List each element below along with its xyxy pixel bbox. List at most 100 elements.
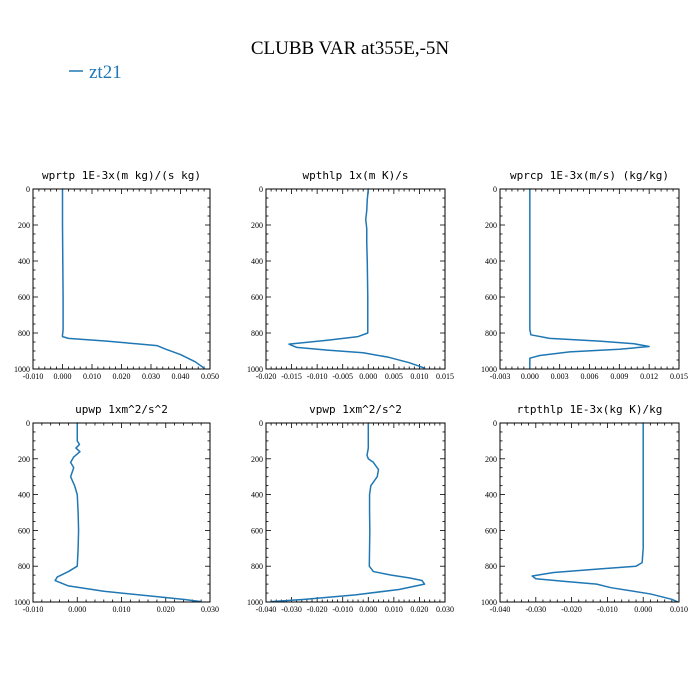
y-tick-label: 600	[18, 526, 30, 535]
chart-panel-4: upwp 1xm^2/s^2 -0.010 0.000 0.010 0.020 0.030…	[14, 403, 219, 614]
plot-frame	[32, 422, 211, 603]
plot-frame	[499, 188, 680, 370]
x-tick-label: 0.020	[113, 372, 131, 381]
x-tick-label: -0.010	[307, 372, 328, 381]
plot-frame	[32, 188, 211, 370]
x-tick-label: 0.020	[410, 605, 428, 614]
x-tick-label: -0.020	[561, 605, 582, 614]
chart-panel-2: wpthlp 1x(m K)/s -0.020 -0.015 -0.010 -0.005…	[247, 169, 454, 381]
x-tick-label: 0.010	[113, 605, 131, 614]
y-tick-label: 0	[259, 185, 263, 194]
y-tick-label: 400	[18, 491, 30, 500]
x-tick-label: -0.010	[332, 605, 353, 614]
x-tick-label: -0.030	[525, 605, 546, 614]
plot-frame	[499, 422, 680, 603]
y-tick-label: 1000	[247, 365, 263, 374]
y-tick-label: 800	[251, 329, 263, 338]
x-tick-label: -0.010	[23, 372, 44, 381]
x-tick-label: -0.005	[332, 372, 353, 381]
y-tick-label: 400	[485, 257, 497, 266]
y-tick-label: 800	[251, 562, 263, 571]
x-tick-label: 0.010	[670, 605, 688, 614]
x-tick-label: 0.030	[201, 605, 219, 614]
y-tick-label: 600	[18, 293, 30, 302]
x-tick-label: 0.030	[142, 372, 160, 381]
y-tick-label: 200	[485, 455, 497, 464]
legend: zt21	[69, 62, 122, 83]
y-tick-label: 400	[18, 257, 30, 266]
x-tick-label: 0.015	[436, 372, 454, 381]
x-tick-label: 0.020	[157, 605, 175, 614]
y-tick-label: 0	[493, 185, 497, 194]
y-tick-label: 200	[251, 455, 263, 464]
y-tick-label: 1000	[247, 598, 263, 607]
x-tick-label: 0.000	[521, 372, 539, 381]
y-tick-label: 800	[18, 329, 30, 338]
x-tick-label: 0.009	[610, 372, 628, 381]
y-tick-label: 400	[251, 257, 263, 266]
x-tick-label: -0.030	[281, 605, 302, 614]
y-tick-label: 1000	[481, 365, 497, 374]
x-tick-label: 0.040	[172, 372, 190, 381]
x-tick-label: -0.015	[281, 372, 302, 381]
x-tick-label: 0.010	[385, 605, 403, 614]
x-tick-label: 0.000	[359, 372, 377, 381]
x-tick-label: 0.006	[581, 372, 599, 381]
series-line-zt21	[61, 188, 205, 369]
chart-panel-5: vpwp 1xm^2/s^2 -0.040 -0.030 -0.020 -0.010 0.…	[247, 403, 454, 614]
y-tick-label: 600	[485, 526, 497, 535]
y-tick-label: 800	[485, 329, 497, 338]
y-tick-label: 400	[485, 491, 497, 500]
chart-panel-3: wprcp 1E-3x(m/s) (kg/kg) -0.003 0.000 0.003…	[481, 169, 688, 381]
x-tick-label: 0.005	[385, 372, 403, 381]
legend-label-zt21: zt21	[89, 62, 122, 83]
chart-panel-6: rtpthlp 1E-3x(kg K)/kg -0.040 -0.030 -0.020…	[481, 403, 688, 614]
x-tick-label: 0.003	[551, 372, 569, 381]
series-line-zt21	[531, 422, 678, 603]
y-tick-label: 600	[251, 293, 263, 302]
y-tick-label: 800	[485, 562, 497, 571]
series-line-zt21	[270, 422, 426, 603]
x-tick-label: 0.030	[436, 605, 454, 614]
x-tick-label: 0.000	[54, 372, 72, 381]
y-tick-label: 800	[18, 562, 30, 571]
y-tick-label: 400	[251, 491, 263, 500]
x-tick-label: 0.000	[634, 605, 652, 614]
y-tick-label: 0	[259, 419, 263, 428]
plot-frame	[265, 422, 446, 603]
y-tick-label: 0	[493, 419, 497, 428]
x-tick-label: 0.000	[359, 605, 377, 614]
plot-frame	[265, 188, 446, 370]
panel-title: vpwp 1xm^2/s^2	[309, 403, 402, 416]
x-tick-label: -0.020	[307, 605, 328, 614]
x-tick-label: -0.020	[256, 372, 277, 381]
y-tick-label: 0	[26, 419, 30, 428]
x-tick-label: -0.010	[23, 605, 44, 614]
panel-title: wprcp 1E-3x(m/s) (kg/kg)	[510, 169, 669, 182]
panel-title: rtpthlp 1E-3x(kg K)/kg	[517, 403, 663, 416]
x-tick-label: 0.015	[670, 372, 688, 381]
y-tick-label: 1000	[14, 365, 30, 374]
x-tick-label: -0.003	[490, 372, 511, 381]
x-tick-label: 0.050	[201, 372, 219, 381]
x-tick-label: -0.040	[490, 605, 511, 614]
x-tick-label: 0.010	[410, 372, 428, 381]
y-tick-label: 600	[485, 293, 497, 302]
y-tick-label: 1000	[14, 598, 30, 607]
y-tick-label: 200	[18, 455, 30, 464]
panel-title: upwp 1xm^2/s^2	[75, 403, 168, 416]
series-line-zt21	[288, 188, 426, 369]
y-tick-label: 200	[18, 221, 30, 230]
panel-title: wpthlp 1x(m K)/s	[303, 169, 409, 182]
series-line-zt21	[529, 188, 650, 369]
y-tick-label: 1000	[481, 598, 497, 607]
y-tick-label: 200	[485, 221, 497, 230]
x-tick-label: 0.012	[640, 372, 658, 381]
x-tick-label: 0.010	[83, 372, 101, 381]
y-tick-label: 200	[251, 221, 263, 230]
series-line-zt21	[54, 422, 202, 603]
x-tick-label: -0.010	[597, 605, 618, 614]
y-tick-label: 600	[251, 526, 263, 535]
figure-title: CLUBB VAR at355E,-5N	[251, 38, 450, 59]
